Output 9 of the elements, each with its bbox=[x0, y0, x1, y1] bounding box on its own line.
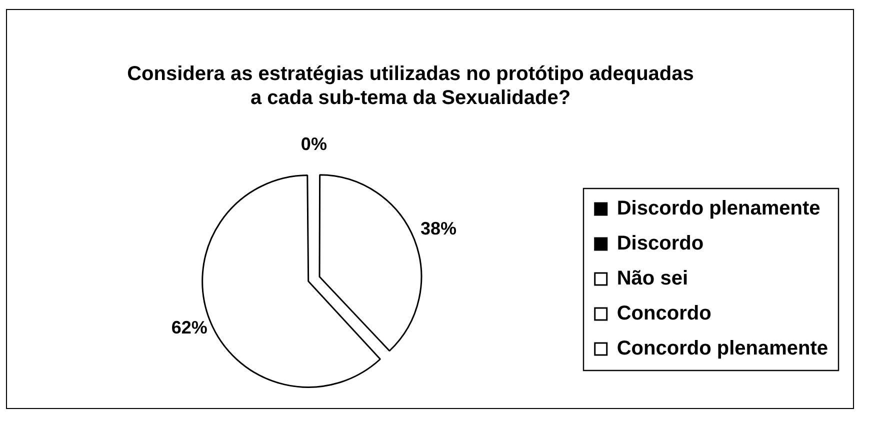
text: 0% bbox=[300, 134, 327, 154]
data-label: 38% bbox=[420, 218, 457, 239]
legend-label: Concordo bbox=[616, 302, 712, 325]
legend-label: Concordo plenamente bbox=[616, 338, 828, 360]
legend-label: Não sei bbox=[616, 268, 688, 290]
legend-label: Discordo bbox=[616, 232, 704, 255]
chart-title: Considera as estratégias utilizadas no protótipo adequadas a cada sub-tema da Sexualidade? bbox=[126, 62, 695, 110]
data-label: 62% bbox=[171, 317, 208, 338]
legend-label: Discordo plenamente bbox=[616, 198, 820, 220]
